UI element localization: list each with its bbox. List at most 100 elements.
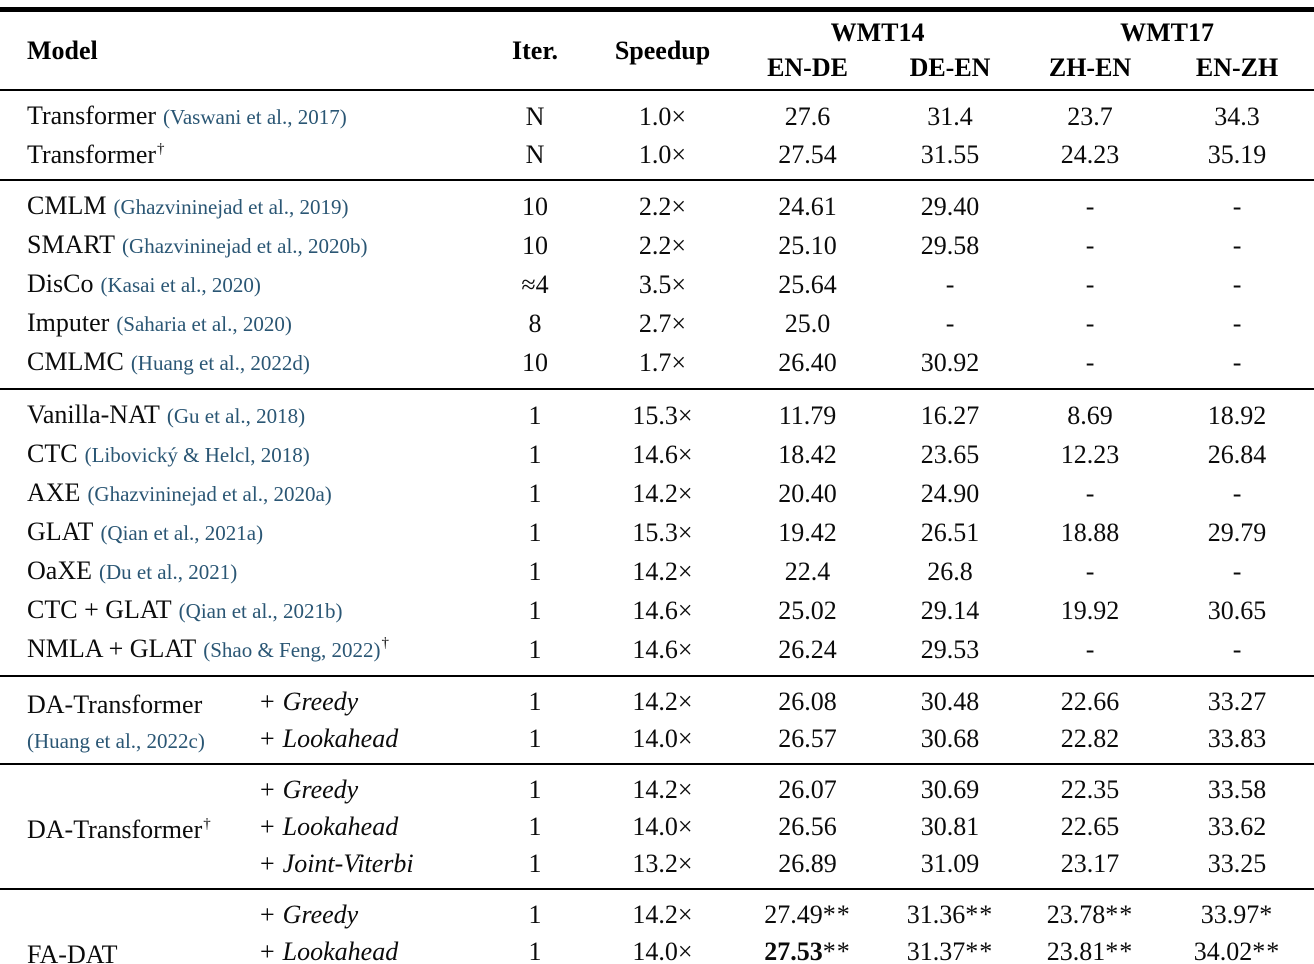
citation-link[interactable]: (Ghazvininejad et al., 2019) [113,194,349,219]
score-cell: 30.92 [920,347,980,377]
citation-link[interactable]: (Huang et al., 2022c) [27,728,205,753]
plus-sign: + [260,774,275,804]
table-row: CTC (Libovický & Helcl, 2018) 1 14.6× 18.42 2… [0,435,1314,474]
score-cell: 26.57 [778,723,837,753]
score-cell: 18.42 [778,439,837,469]
citation-link[interactable]: (Du et al., 2021) [98,559,238,584]
score-cell: 31.4 [927,101,973,131]
significance-marker: ** [822,936,851,964]
score-value: 34.02 [1193,936,1253,964]
score-cell: 30.81 [920,811,980,841]
speedup-cell: 14.2× [632,899,693,929]
iter-cell: 10 [522,347,549,377]
decode-method-cell: + Greedy [260,764,480,808]
citation-link[interactable]: (Huang et al., 2022d) [130,350,310,375]
score-cell: - [1232,556,1242,586]
row-group-6: FA-DAT + Greedy 1 14.2× 27.49** 31.36** 23.78**… [0,888,1314,964]
model-name-line: DA-Transformer† [27,811,260,848]
header-row-columns: EN-DE DE-EN ZH-EN EN-ZH [0,50,1314,90]
citation-link[interactable]: (Gu et al., 2018) [166,403,306,428]
score-cell: 8.69 [1067,400,1113,430]
significance-marker: ** [822,899,851,929]
score-cell: - [1232,308,1242,338]
score-cell: 30.65 [1207,595,1267,625]
speedup-cell: 14.2× [632,478,693,508]
score-cell: 29.14 [920,595,980,625]
decode-method-cell: + Lookahead [260,933,480,964]
speedup-cell: 2.2× [638,230,687,260]
column-header-en-zh: EN-ZH [1195,52,1279,82]
decode-method-cell: + Lookahead [260,720,480,764]
iter-cell: 1 [528,478,542,508]
dagger-icon: † [381,634,390,651]
model-name: CTC + GLAT [27,594,172,624]
citation-link[interactable]: (Shao & Feng, 2022) [203,637,381,662]
iter-cell: 1 [528,556,542,586]
citation-link[interactable]: (Qian et al., 2021a) [100,520,264,545]
score-cell: 33.97* [1160,889,1314,933]
score-cell: 26.84 [1207,439,1267,469]
table-row: OaXE (Du et al., 2021) 1 14.2× 22.4 26.8 - - [0,552,1314,591]
speedup-cell: 3.5× [638,269,687,299]
score-value: 31.37 [906,936,966,964]
score-cell: 22.82 [1060,723,1120,753]
score-cell: 23.81** [1020,933,1160,964]
iter-cell: N [525,139,545,169]
score-value: 23.81 [1046,936,1106,964]
model-name: NMLA + GLAT [27,633,197,663]
score-cell: - [1085,634,1095,664]
decode-label: Greedy [282,899,359,929]
iter-cell: 1 [528,899,542,929]
score-value: 27.53 [764,936,823,964]
row-group-3: Vanilla-NAT (Gu et al., 2018) 1 15.3× 11.79 1… [0,388,1314,676]
citation-link[interactable]: (Ghazvininejad et al., 2020a) [87,481,332,506]
model-cell: Transformer† [0,136,480,180]
score-cell: 33.83 [1207,723,1267,753]
model-cell: CTC + GLAT (Qian et al., 2021b) [0,591,480,630]
citation-link[interactable]: (Qian et al., 2021b) [178,598,343,623]
model-name: AXE [27,477,81,507]
table-row: SMART (Ghazvininejad et al., 2020b) 10 2.2×… [0,226,1314,265]
speedup-cell: 14.0× [632,811,693,841]
speedup-cell: 14.6× [632,439,693,469]
table-row: + Lookahead 1 14.0× 26.57 30.68 22.82 33.83 [0,720,1314,764]
decode-method-cell: + Greedy [260,676,480,720]
speedup-cell: 2.7× [638,308,687,338]
table-row: NMLA + GLAT (Shao & Feng, 2022)† 1 14.6× 26.… [0,630,1314,676]
score-cell: 29.53 [920,634,980,664]
model-label-cell: DA-Transformer (Huang et al., 2022c) [0,676,260,764]
citation-link[interactable]: (Vaswani et al., 2017) [163,104,347,129]
speedup-cell: 14.6× [632,634,693,664]
score-cell: - [1085,191,1095,221]
model-name: Vanilla-NAT [27,399,160,429]
iter-cell: 1 [528,517,542,547]
model-name: GLAT [27,516,94,546]
citation-link[interactable]: (Kasai et al., 2020) [100,272,261,297]
model-name-line: DA-Transformer [27,686,260,723]
model-label-cell: FA-DAT [0,889,260,964]
row-group-4: DA-Transformer (Huang et al., 2022c) + Gree… [0,675,1314,764]
iter-cell: 8 [528,308,542,338]
score-cell: - [1232,269,1242,299]
results-table: Model Iter. Speedup WMT14 WMT17 EN-DE DE-EN ZH-… [0,7,1314,964]
speedup-cell: 15.3× [632,517,693,547]
model-name: Transformer [27,139,157,169]
score-value: 31.36 [906,899,966,929]
score-cell: 25.64 [778,269,837,299]
citation-link[interactable]: (Ghazvininejad et al., 2020b) [122,233,368,258]
score-value: 33.97 [1200,899,1260,929]
model-cell: GLAT (Qian et al., 2021a) [0,513,480,552]
column-header-zh-en: ZH-EN [1048,52,1132,82]
model-name: CTC [27,438,78,468]
model-cell: NMLA + GLAT (Shao & Feng, 2022)† [0,630,480,676]
header-row-groups: Model Iter. Speedup WMT14 WMT17 [0,10,1314,65]
citation-link[interactable]: (Libovický & Helcl, 2018) [84,442,310,467]
score-cell: - [945,269,955,299]
iter-cell: 1 [528,774,542,804]
score-cell: 24.90 [920,478,980,508]
model-name: DA-Transformer [27,814,203,844]
significance-marker: ** [965,899,994,929]
citation-link[interactable]: (Saharia et al., 2020) [116,311,292,336]
score-cell: 27.49** [735,889,880,933]
